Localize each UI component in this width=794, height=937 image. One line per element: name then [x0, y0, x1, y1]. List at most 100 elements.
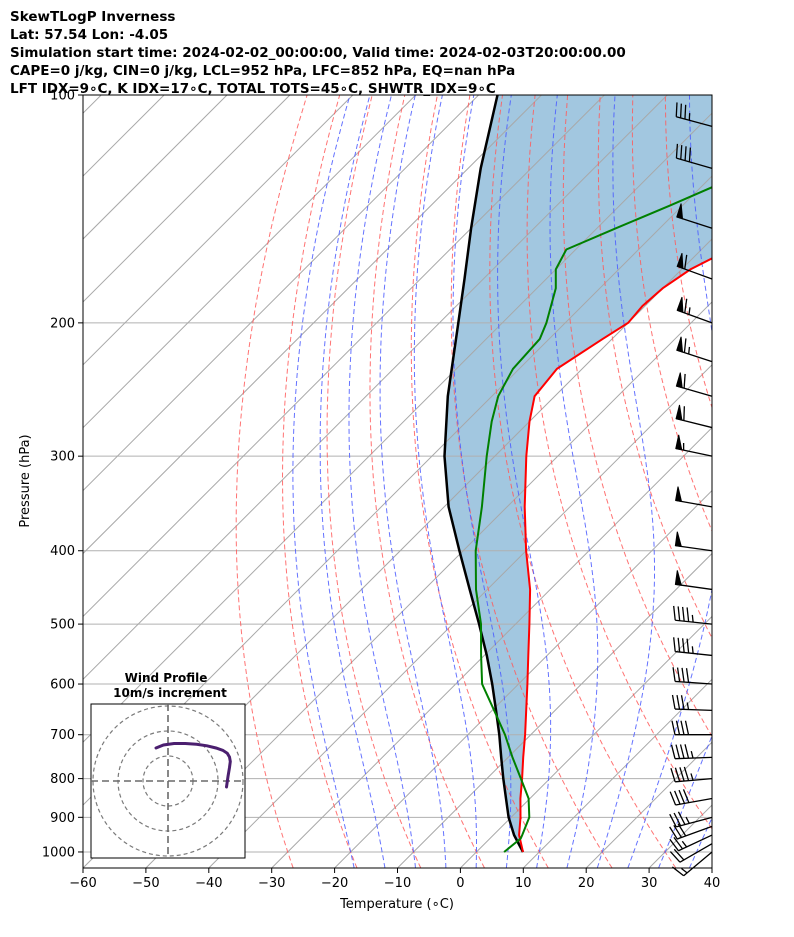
- y-tick-label: 500: [50, 618, 75, 633]
- wind-barb-full: [676, 694, 681, 710]
- wind-barb-shaft: [676, 116, 713, 127]
- moist-adiabat-20: [596, 95, 655, 868]
- wind-barb-flag: [675, 486, 683, 503]
- wind-barb: [670, 766, 713, 783]
- wind-barb: [674, 531, 713, 552]
- isotherm--110: [83, 95, 542, 555]
- dry-adiabat--30: [235, 95, 308, 868]
- wind-barb: [675, 486, 713, 508]
- y-tick-label: 300: [50, 450, 75, 465]
- x-tick-label: 40: [704, 876, 721, 891]
- wind-barb-shaft: [675, 797, 713, 806]
- wind-barb-full: [669, 838, 679, 852]
- wind-barb-full: [684, 744, 690, 759]
- y-tick-label: 600: [50, 678, 75, 693]
- wind-barb: [676, 253, 713, 280]
- isotherm--120: [83, 95, 479, 492]
- profile-lines-group: [443, 95, 712, 853]
- wind-barb-half: [681, 840, 688, 848]
- wind-barb-full: [681, 667, 685, 683]
- cape-shading-group: [444, 95, 712, 852]
- wind-barb: [670, 744, 713, 760]
- wind-barb-full: [679, 767, 685, 782]
- moist-adiabat--10: [348, 95, 416, 868]
- moist-adiabat-15: [549, 95, 599, 868]
- y-tick-label: 1000: [42, 845, 75, 860]
- wind-barb: [676, 296, 713, 324]
- isotherm--50: [145, 301, 712, 868]
- moist-adiabat--15: [319, 95, 386, 868]
- isotherm--130: [83, 95, 417, 429]
- wind-barb-full: [675, 744, 681, 759]
- title-line-3: Simulation start time: 2024-02-02_00:00:…: [10, 45, 626, 61]
- x-tick-label: −10: [384, 876, 411, 891]
- inset-title: Wind Profile: [125, 671, 208, 685]
- x-axis-label: Temperature (∘C): [339, 897, 454, 912]
- wind-barb-full: [682, 789, 690, 803]
- wind-barb-half: [686, 702, 690, 710]
- x-tick-label: 20: [578, 876, 595, 891]
- wind-barb-full: [683, 338, 687, 353]
- moist-adiabat-25: [627, 95, 712, 868]
- wind-barb-full: [688, 147, 692, 162]
- moist-adiabat-5: [452, 95, 512, 868]
- wind-barb-full: [684, 254, 688, 270]
- wind-barb-flag: [675, 372, 683, 389]
- isotherm--100: [83, 95, 605, 618]
- isotherm-10: [522, 678, 712, 868]
- y-tick-label: 100: [50, 89, 75, 104]
- wind-barb-full: [683, 373, 686, 389]
- y-tick-label: 900: [50, 811, 75, 826]
- wind-barb-full: [686, 638, 690, 654]
- wind-barb-shaft: [678, 834, 713, 852]
- title-line-2: Lat: 57.54 Lon: -4.05: [10, 27, 169, 43]
- wind-barb-full: [673, 637, 676, 652]
- x-tick-label: −60: [69, 876, 96, 891]
- moist-adiabat-10: [497, 95, 552, 868]
- wind-barb-flag: [675, 404, 683, 421]
- moist-adiabat-40: [720, 95, 794, 868]
- wind-barb-half: [691, 646, 694, 654]
- wind-barb-full: [669, 851, 681, 863]
- wind-barb-full: [681, 606, 685, 622]
- isotherm--90: [83, 95, 668, 681]
- dry-adiabat-20: [450, 95, 613, 868]
- wind-barb: [675, 404, 713, 429]
- wind-barb-full: [677, 606, 681, 621]
- moist-adiabat--5: [379, 95, 447, 868]
- x-tick-label: −20: [321, 876, 348, 891]
- wind-barb: [669, 811, 713, 828]
- dewpoint-line: [474, 186, 712, 853]
- wind-barb-full: [669, 826, 678, 840]
- wind-barb-half: [685, 816, 690, 824]
- wind-barb-full: [680, 720, 685, 735]
- wind-barb-shaft: [674, 756, 713, 760]
- wind-barb: [673, 637, 713, 657]
- wind-barb-full: [673, 812, 682, 827]
- wind-barb-full: [671, 720, 676, 735]
- y-tick-label: 200: [50, 316, 75, 331]
- wind-barb-full: [673, 824, 683, 838]
- wind-barb-full: [678, 789, 686, 804]
- inset-subtitle: 10m/s increment: [113, 686, 227, 700]
- wind-barb-shaft: [675, 619, 713, 625]
- wind-barb-shaft: [683, 851, 713, 877]
- wind-barb-full: [672, 667, 676, 682]
- wind-barb-full: [674, 767, 681, 782]
- title-line-4: CAPE=0 j/kg, CIN=0 j/kg, LCL=952 hPa, LF…: [10, 63, 516, 79]
- wind-barb-full: [669, 791, 677, 806]
- moist-adiabat-30: [658, 734, 712, 868]
- isotherm--40: [208, 364, 712, 868]
- wind-barb: [673, 605, 713, 625]
- wind-barb-flag: [674, 531, 682, 547]
- wind-barb-full: [673, 837, 684, 850]
- wind-barb-full: [680, 695, 685, 710]
- wind-barb-full: [684, 720, 690, 735]
- moist-adiabat-0: [413, 95, 477, 868]
- wind-barb-half: [681, 867, 688, 874]
- y-axis-label: Pressure (hPa): [18, 434, 33, 527]
- wind-barb-flag: [676, 296, 684, 314]
- x-tick-label: −40: [195, 876, 222, 891]
- wind-barb-shaft: [677, 825, 713, 840]
